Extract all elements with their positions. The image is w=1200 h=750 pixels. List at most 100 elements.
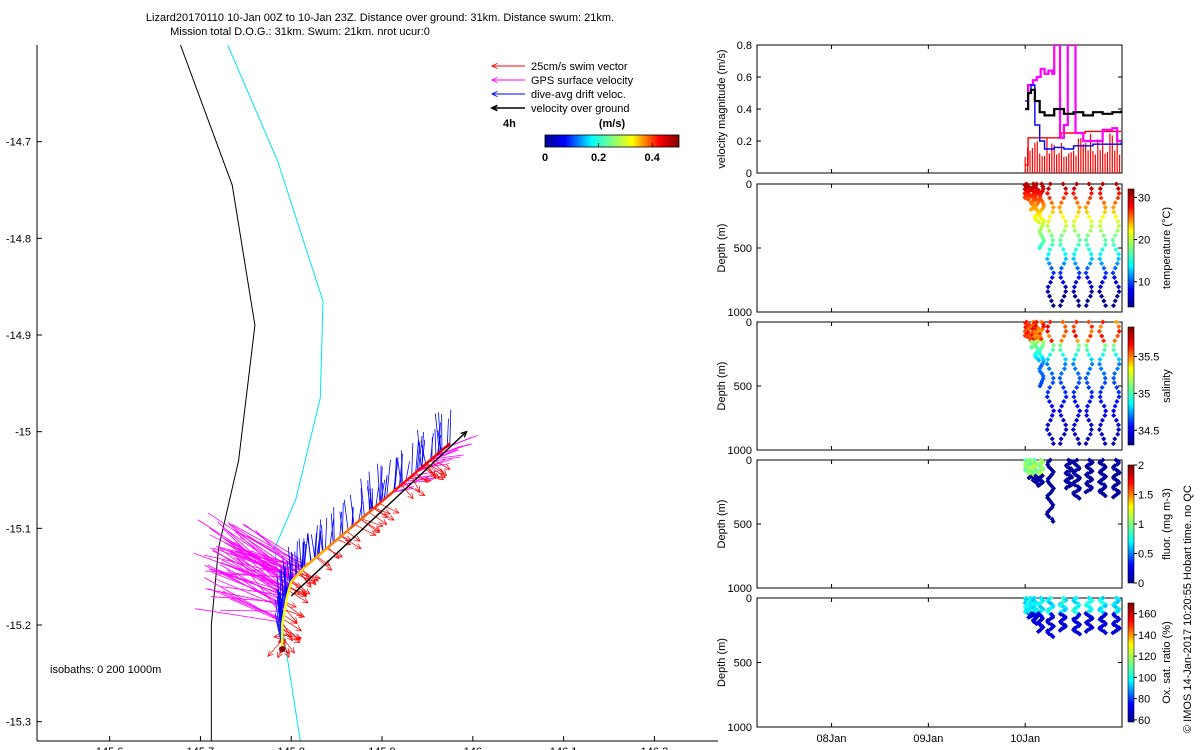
- drift-vector: [280, 567, 286, 609]
- profile-point: [1050, 347, 1056, 353]
- drift-vector: [298, 538, 302, 571]
- map-y-tick-label: -15: [15, 427, 31, 439]
- profile-point: [1116, 289, 1122, 295]
- profile-point: [1045, 389, 1051, 395]
- swim-vector: [288, 590, 309, 604]
- profile-point: [1044, 427, 1050, 433]
- glider-start-marker: [279, 646, 286, 653]
- profile-point: [1100, 352, 1106, 358]
- profile-points: [1022, 457, 1122, 524]
- drift-vector: [449, 409, 452, 444]
- profile-point: [1098, 228, 1104, 234]
- profile-point: [1101, 232, 1107, 238]
- colorbar-tick-label: 100: [1138, 672, 1156, 684]
- profile-point: [1103, 630, 1109, 636]
- swim-vector: [297, 574, 316, 583]
- profile-point: [1071, 394, 1077, 400]
- profile-point: [1026, 334, 1032, 340]
- profile-point: [1097, 251, 1103, 257]
- profile-point: [1099, 279, 1105, 285]
- y-axis-label: Depth (m): [716, 500, 728, 549]
- swim-vector-head: [293, 637, 301, 643]
- gps-vector: [221, 548, 295, 579]
- profile-point: [1063, 289, 1069, 295]
- drift-vector: [371, 488, 374, 510]
- profile-point: [1089, 186, 1095, 192]
- profile-point: [1071, 284, 1077, 290]
- profile-point: [1063, 218, 1069, 224]
- profile-point: [1087, 293, 1093, 299]
- profile-point: [1101, 403, 1107, 409]
- profile-point: [1086, 214, 1092, 220]
- profile-point: [1087, 279, 1093, 285]
- profile-point: [1073, 279, 1079, 285]
- scale-label: 4h: [503, 118, 516, 130]
- profile-point: [1112, 403, 1118, 409]
- profile-point: [1115, 195, 1121, 201]
- swim-vector: [426, 463, 445, 474]
- profile-point: [1083, 237, 1089, 243]
- legend-label: 25cm/s swim vector: [531, 61, 628, 73]
- colorbar-tick-label: 140: [1138, 630, 1156, 642]
- profile-point: [1063, 356, 1069, 362]
- map-x-tick-label: 145.6: [96, 746, 124, 750]
- velocity-over-ground-arrow-head: [460, 430, 468, 438]
- profile-point: [1097, 190, 1103, 196]
- drift-vector: [379, 466, 383, 503]
- gps-vector: [428, 456, 461, 463]
- profile-point: [1111, 413, 1117, 419]
- profile-point: [1026, 475, 1032, 481]
- profile-point: [1101, 370, 1107, 376]
- swim-vector-head: [384, 509, 391, 515]
- profile-point: [1047, 384, 1053, 390]
- map-y-tick-label: -15.3: [6, 717, 31, 729]
- swim-vector-head: [430, 472, 437, 480]
- speed-colorbar: [544, 134, 680, 148]
- swim-vector-head: [296, 611, 304, 618]
- profile-point: [1060, 417, 1066, 423]
- profile-point: [1075, 436, 1081, 442]
- gps-vector: [431, 454, 464, 460]
- profile-point: [1083, 270, 1089, 276]
- profile-point: [1045, 356, 1051, 362]
- drift-vector: [286, 560, 291, 587]
- profile-point: [1076, 275, 1082, 281]
- drift-vector: [316, 538, 320, 557]
- profile-point: [1085, 370, 1091, 376]
- y-tick-label: 1000: [728, 583, 752, 595]
- swim-vector: [326, 548, 343, 558]
- colorbar-label: Ox. sat. ratio (%): [1161, 621, 1173, 704]
- legend-swatch-head: [490, 62, 498, 70]
- profile-point: [1110, 237, 1116, 243]
- profile-point: [1096, 328, 1102, 334]
- profile-point: [1063, 190, 1069, 196]
- date-tick-label: 08Jan: [817, 733, 847, 745]
- profile-point: [1075, 232, 1081, 238]
- profile-point: [1061, 399, 1067, 405]
- profile-point: [1058, 275, 1064, 281]
- profile-point: [1049, 338, 1055, 344]
- profile-point: [1088, 228, 1094, 234]
- profile-point: [1062, 389, 1068, 395]
- gps-vector: [207, 564, 286, 608]
- profile-point: [1083, 489, 1089, 495]
- swim-vector-head: [302, 597, 309, 604]
- profile-point: [1026, 614, 1032, 620]
- profile-point: [1085, 436, 1091, 442]
- profile-point: [1114, 261, 1120, 267]
- profile-points: [1022, 181, 1122, 309]
- profile-point: [1047, 246, 1053, 252]
- profile-point: [1113, 352, 1119, 358]
- profile-point: [1059, 338, 1065, 344]
- colorbar-tick-label: 0.4: [645, 152, 661, 164]
- profile-point: [1057, 627, 1063, 633]
- profile-point: [1100, 319, 1106, 325]
- profile-point: [1085, 298, 1091, 304]
- title-line-2: Mission total D.O.G.: 31km. Swum: 21km. …: [170, 26, 430, 38]
- map-y-tick-label: -14.9: [6, 330, 31, 342]
- profile-point: [1101, 298, 1107, 304]
- profile-point: [1113, 319, 1119, 325]
- plot-frame: [756, 321, 1123, 451]
- profile-point: [1047, 507, 1053, 513]
- profile-point: [1115, 186, 1121, 192]
